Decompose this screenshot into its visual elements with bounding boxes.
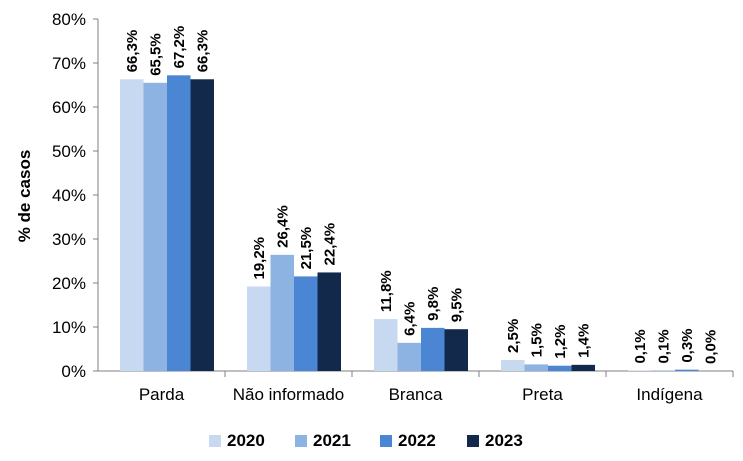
y-axis-label: % de casos xyxy=(15,150,34,243)
data-label: 1,4% xyxy=(575,324,592,358)
legend-swatch-2020 xyxy=(209,435,221,447)
legend-swatch-2022 xyxy=(380,435,392,447)
data-label: 2,5% xyxy=(505,319,522,353)
data-label: 66,3% xyxy=(124,30,141,73)
data-label: 21,5% xyxy=(298,227,315,270)
bar-2021-3 xyxy=(524,364,548,371)
legend-label: 2023 xyxy=(485,431,523,450)
data-label: 9,8% xyxy=(425,287,442,321)
bar-2023-2 xyxy=(444,329,468,371)
y-tick-label: 0% xyxy=(61,362,86,381)
y-tick-label: 50% xyxy=(52,142,86,161)
y-tick-label: 10% xyxy=(52,318,86,337)
bar-2022-0 xyxy=(167,75,191,371)
x-category-label: Não informado xyxy=(233,385,345,404)
bar-2022-2 xyxy=(421,327,445,371)
y-tick-label: 80% xyxy=(52,10,86,29)
data-label: 0,1% xyxy=(655,329,672,363)
bar-2021-0 xyxy=(143,82,167,372)
bar-2022-1 xyxy=(294,276,318,371)
data-label: 19,2% xyxy=(251,237,268,280)
data-label: 9,5% xyxy=(448,288,465,322)
data-label: 26,4% xyxy=(274,205,291,248)
y-tick-label: 30% xyxy=(52,230,86,249)
bar-2020-3 xyxy=(501,360,525,371)
data-label: 67,2% xyxy=(171,26,188,69)
legend-label: 2022 xyxy=(398,431,436,450)
bar-2022-3 xyxy=(548,365,572,371)
legend-label: 2020 xyxy=(227,431,265,450)
legend-swatch-2021 xyxy=(295,435,307,447)
y-tick-label: 20% xyxy=(52,274,86,293)
bar-2020-1 xyxy=(247,286,271,371)
data-label: 0,3% xyxy=(679,328,696,362)
data-label: 22,4% xyxy=(321,223,338,266)
x-category-label: Parda xyxy=(139,385,185,404)
x-category-label: Branca xyxy=(389,385,443,404)
bar-2021-1 xyxy=(270,254,294,371)
legend-label: 2021 xyxy=(313,431,351,450)
y-tick-label: 40% xyxy=(52,186,86,205)
bar-2021-2 xyxy=(397,342,421,371)
data-label: 1,2% xyxy=(552,325,569,359)
data-label: 65,5% xyxy=(147,33,164,76)
y-tick-label: 70% xyxy=(52,54,86,73)
y-tick-label: 60% xyxy=(52,98,86,117)
data-label: 6,4% xyxy=(401,302,418,336)
legend-swatch-2023 xyxy=(467,435,479,447)
bar-2020-0 xyxy=(120,79,144,371)
data-label: 66,3% xyxy=(194,30,211,73)
bar-2023-3 xyxy=(571,364,595,371)
bar-2020-2 xyxy=(374,319,398,371)
data-label: 0,1% xyxy=(632,329,649,363)
bar-2022-4 xyxy=(675,369,699,371)
bar-2023-1 xyxy=(317,272,341,371)
x-category-label: Preta xyxy=(522,385,563,404)
bar-2023-0 xyxy=(190,79,214,371)
x-category-label: Indígena xyxy=(636,385,703,404)
data-label: 11,8% xyxy=(378,270,395,312)
data-label: 1,5% xyxy=(528,323,545,357)
data-label: 0,0% xyxy=(702,330,719,364)
